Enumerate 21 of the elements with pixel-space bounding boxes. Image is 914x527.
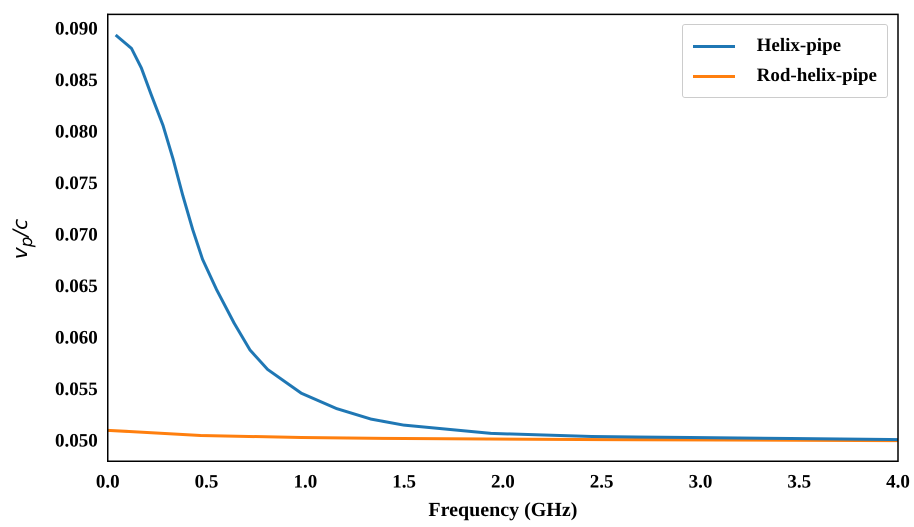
y-tick-label: 0.090	[55, 18, 98, 40]
x-tick-label: 3.0	[688, 472, 712, 493]
legend-label: Rod-helix-pipe	[756, 65, 877, 88]
y-tick-label: 0.070	[55, 224, 98, 246]
x-axis-title: Frequency (GHz)	[428, 499, 578, 522]
x-tick-label: 1.5	[392, 472, 416, 493]
y-tick-label: 0.060	[55, 328, 98, 349]
x-tick-label: 1.0	[293, 472, 318, 493]
legend-label: Helix-pipe	[756, 35, 842, 58]
y-tick-label: 0.065	[55, 276, 98, 298]
y-tick-label: 0.085	[55, 70, 98, 92]
x-tick-label: 3.5	[787, 472, 812, 493]
y-tick-label: 0.075	[55, 173, 98, 194]
y-tick-label: 0.050	[55, 430, 98, 452]
x-tick-label: 2.0	[491, 472, 515, 493]
y-tick-label: 0.080	[55, 122, 98, 143]
x-tick-label: 4.0	[886, 472, 910, 493]
y-tick-label: 0.055	[55, 379, 98, 400]
x-tick-label: 0.5	[194, 472, 218, 493]
x-tick-label: 0.0	[96, 472, 120, 493]
x-tick-label: 2.5	[590, 472, 614, 493]
